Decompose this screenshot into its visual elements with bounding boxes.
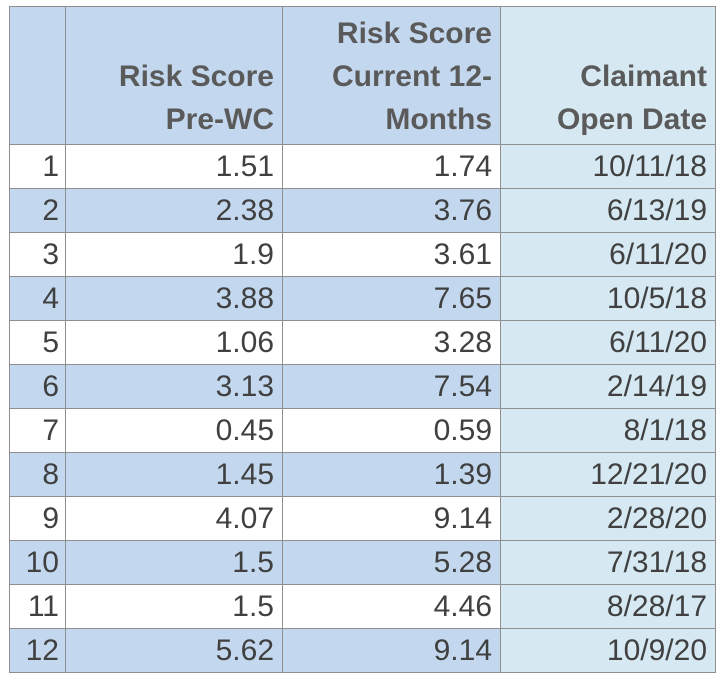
risk-score-pre-wc-cell: 0.45 [65,408,283,453]
risk-score-current-12-months-cell: 9.14 [282,628,501,673]
risk-score-pre-wc-cell: 1.45 [65,452,283,497]
claimant-open-date-cell: 12/21/20 [500,452,716,497]
table-row: 1 1.51 1.74 10/11/18 [9,144,716,189]
claimant-open-date-cell: 8/1/18 [500,408,716,453]
table-body: 1 1.51 1.74 10/11/18 2 2.38 3.76 6/13/19 3 1.9 3.6… [9,144,716,673]
claimant-open-date-cell: 10/11/18 [500,144,716,189]
risk-score-current-12-months-cell: 1.74 [282,144,501,189]
risk-score-current-12-months-cell: 7.54 [282,364,501,409]
risk-score-current-12-months-cell: 3.76 [282,188,501,233]
header-index [9,6,66,145]
row-index-cell: 3 [9,232,66,277]
risk-score-pre-wc-cell: 1.5 [65,540,283,585]
table-header: Risk Score Pre-WC Risk Score Current 12-… [9,6,716,145]
row-index-cell: 1 [9,144,66,189]
header-line: Pre-WC [165,103,274,136]
claimant-open-date-cell: 6/11/20 [500,232,716,277]
table-row: 5 1.06 3.28 6/11/20 [9,320,716,365]
table-row: 11 1.5 4.46 8/28/17 [9,584,716,629]
claimant-open-date-cell: 2/14/19 [500,364,716,409]
row-index-cell: 10 [9,540,66,585]
risk-score-current-12-months-cell: 0.59 [282,408,501,453]
risk-score-current-12-months-cell: 5.28 [282,540,501,585]
header-line: Claimant [580,60,707,93]
header-line: Months [385,103,492,136]
risk-score-table: Risk Score Pre-WC Risk Score Current 12-… [9,6,716,673]
row-index-cell: 6 [9,364,66,409]
row-index-cell: 7 [9,408,66,453]
risk-score-pre-wc-cell: 5.62 [65,628,283,673]
claimant-open-date-cell: 8/28/17 [500,584,716,629]
claimant-open-date-cell: 6/11/20 [500,320,716,365]
table-row: 9 4.07 9.14 2/28/20 [9,496,716,541]
claimant-open-date-cell: 2/28/20 [500,496,716,541]
risk-score-pre-wc-cell: 2.38 [65,188,283,233]
risk-score-pre-wc-cell: 3.88 [65,276,283,321]
row-index-cell: 8 [9,452,66,497]
claimant-open-date-cell: 7/31/18 [500,540,716,585]
claimant-open-date-cell: 10/5/18 [500,276,716,321]
risk-score-pre-wc-cell: 1.06 [65,320,283,365]
row-index-cell: 5 [9,320,66,365]
risk-score-current-12-months-cell: 4.46 [282,584,501,629]
table-row: 2 2.38 3.76 6/13/19 [9,188,716,233]
table-row: 3 1.9 3.61 6/11/20 [9,232,716,277]
row-index-cell: 4 [9,276,66,321]
table-row: 8 1.45 1.39 12/21/20 [9,452,716,497]
risk-score-current-12-months-cell: 3.28 [282,320,501,365]
header-line: Current 12- [331,60,492,93]
table-row: 4 3.88 7.65 10/5/18 [9,276,716,321]
claimant-open-date-cell: 6/13/19 [500,188,716,233]
table-row: 12 5.62 9.14 10/9/20 [9,628,716,673]
header-line: Risk Score [336,17,492,50]
row-index-cell: 9 [9,496,66,541]
risk-score-pre-wc-cell: 1.5 [65,584,283,629]
row-index-cell: 2 [9,188,66,233]
header-risk-score-pre-wc: Risk Score Pre-WC [65,6,283,145]
risk-score-pre-wc-cell: 1.51 [65,144,283,189]
risk-score-current-12-months-cell: 7.65 [282,276,501,321]
header-risk-score-current-12-months: Risk Score Current 12- Months [282,6,501,145]
table-row: 6 3.13 7.54 2/14/19 [9,364,716,409]
risk-score-current-12-months-cell: 1.39 [282,452,501,497]
risk-score-current-12-months-cell: 9.14 [282,496,501,541]
risk-score-pre-wc-cell: 1.9 [65,232,283,277]
header-line: Open Date [556,103,707,136]
header-row: Risk Score Pre-WC Risk Score Current 12-… [9,6,716,145]
row-index-cell: 12 [9,628,66,673]
claimant-open-date-cell: 10/9/20 [500,628,716,673]
risk-score-pre-wc-cell: 3.13 [65,364,283,409]
risk-score-current-12-months-cell: 3.61 [282,232,501,277]
risk-score-pre-wc-cell: 4.07 [65,496,283,541]
header-line: Risk Score [118,60,274,93]
row-index-cell: 11 [9,584,66,629]
table-row: 10 1.5 5.28 7/31/18 [9,540,716,585]
table-row: 7 0.45 0.59 8/1/18 [9,408,716,453]
header-claimant-open-date: Claimant Open Date [500,6,716,145]
